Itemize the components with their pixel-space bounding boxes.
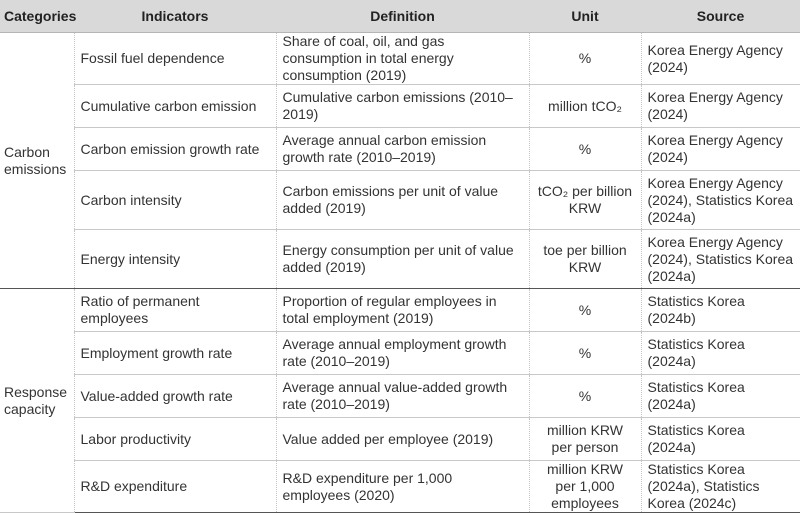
unit-cell: toe per billion KRW	[528, 229, 641, 289]
definition-cell: Average annual value-added growth rate (…	[275, 374, 529, 418]
source-cell: Korea Energy Agency (2024)	[640, 84, 800, 128]
table-row: Carbon emission growth rate Average annu…	[0, 127, 800, 171]
source-cell: Statistics Korea (2024a)	[640, 417, 800, 461]
header-row: Categories Indicators Definition Unit So…	[0, 0, 800, 33]
source-cell: Statistics Korea (2024b)	[640, 288, 800, 332]
source-cell: Statistics Korea (2024a)	[640, 374, 800, 418]
table-row: Carbon intensity Carbon emissions per un…	[0, 170, 800, 230]
source-cell: Korea Energy Agency (2024)	[640, 127, 800, 171]
unit-cell: %	[528, 331, 641, 375]
definition-cell: Value added per employee (2019)	[275, 417, 529, 461]
definition-cell: Average annual carbon emission growth ra…	[275, 127, 529, 171]
source-cell: Statistics Korea (2024a)	[640, 331, 800, 375]
definition-cell: Proportion of regular employees in total…	[275, 288, 529, 332]
indicator-cell: Fossil fuel dependence	[73, 32, 276, 85]
definition-cell: Cumulative carbon emissions (2010–2019)	[275, 84, 529, 128]
definition-cell: Share of coal, oil, and gas consumption …	[275, 32, 529, 85]
header-unit: Unit	[529, 0, 641, 33]
definition-cell: Average annual employment growth rate (2…	[275, 331, 529, 375]
category-cell: Response capacity	[0, 288, 74, 513]
indicator-cell: Cumulative carbon emission	[73, 84, 276, 128]
indicator-cell: Energy intensity	[73, 229, 276, 289]
category-cell: Carbon emissions	[0, 32, 74, 289]
unit-cell: %	[528, 374, 641, 418]
table-row: Cumulative carbon emission Cumulative ca…	[0, 84, 800, 128]
source-cell: Korea Energy Agency (2024), Statistics K…	[640, 229, 800, 289]
table-row: Value-added growth rate Average annual v…	[0, 374, 800, 418]
indicator-cell: Carbon emission growth rate	[73, 127, 276, 171]
unit-cell: million KRW per person	[528, 417, 641, 461]
indicator-cell: Labor productivity	[73, 417, 276, 461]
header-categories: Categories	[0, 0, 76, 33]
table-row: Employment growth rate Average annual em…	[0, 331, 800, 375]
unit-cell: million tCO₂	[528, 84, 641, 128]
unit-cell: tCO₂ per billion KRW	[528, 170, 641, 230]
header-source: Source	[641, 0, 800, 33]
unit-cell: %	[528, 127, 641, 171]
source-cell: Korea Energy Agency (2024), Statistics K…	[640, 170, 800, 230]
table-row: Carbon emissions Fossil fuel dependence …	[0, 32, 800, 289]
indicator-cell: Employment growth rate	[73, 331, 276, 375]
indicator-cell: Ratio of permanent employees	[73, 288, 276, 332]
table-row: Response capacity Ratio of permanent emp…	[0, 288, 800, 513]
indicator-cell: Carbon intensity	[73, 170, 276, 230]
table-row: Energy intensity Energy consumption per …	[0, 229, 800, 289]
unit-cell: %	[528, 32, 641, 85]
definition-cell: Energy consumption per unit of value add…	[275, 229, 529, 289]
table-row: Labor productivity Value added per emplo…	[0, 417, 800, 461]
header-indicators: Indicators	[74, 0, 276, 33]
source-cell: Korea Energy Agency (2024)	[640, 32, 800, 85]
indicator-cell: Value-added growth rate	[73, 374, 276, 418]
definition-cell: Carbon emissions per unit of value added…	[275, 170, 529, 230]
unit-cell: %	[528, 288, 641, 332]
header-definition: Definition	[276, 0, 529, 33]
